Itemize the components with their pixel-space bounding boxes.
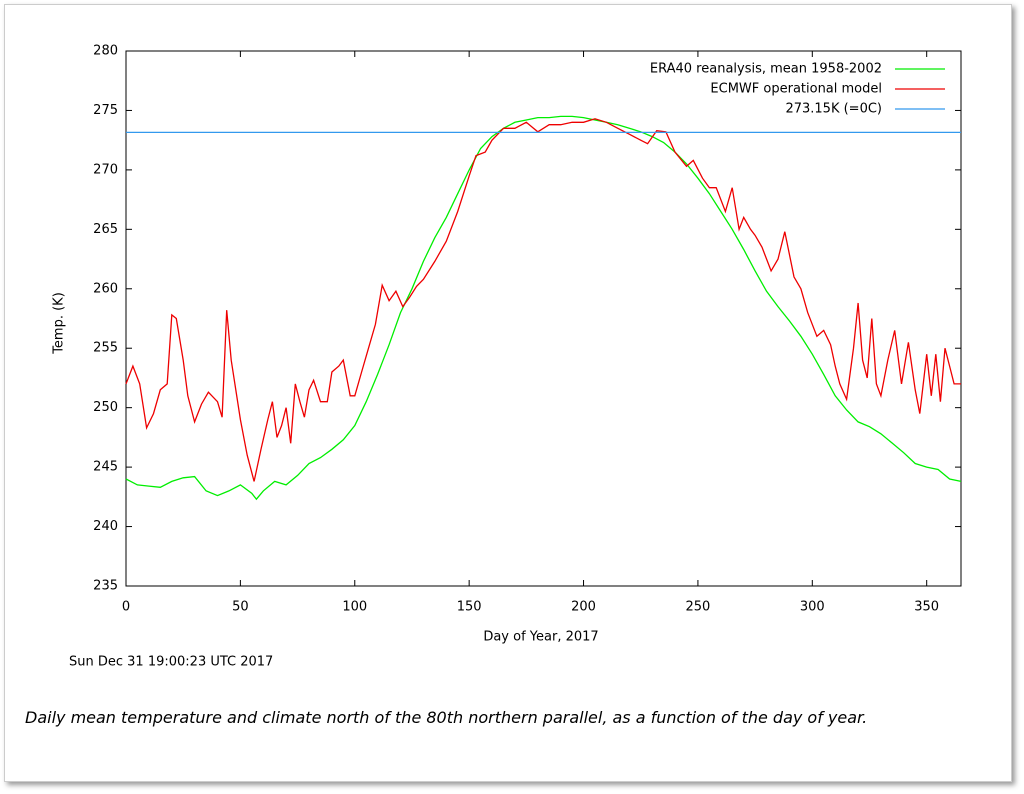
chart: Temp. (K) Day of Year, 2017 Sun Dec 31 1… (52, 44, 962, 670)
y-tick-label: 270 (93, 162, 118, 177)
legend-label: ECMWF operational model (710, 82, 882, 97)
y-tick-label: 240 (93, 519, 118, 534)
y-tick-label: 255 (93, 341, 118, 356)
x-tick-label: 50 (232, 600, 249, 615)
x-tick-label: 0 (122, 600, 130, 615)
x-axis-label: Day of Year, 2017 (483, 630, 598, 645)
plot-border (125, 50, 962, 587)
x-tick-label: 350 (914, 600, 939, 615)
series-line (125, 115, 962, 501)
x-tick-label: 250 (686, 600, 711, 615)
y-tick-label: 280 (93, 44, 118, 59)
y-tick-label: 265 (93, 222, 118, 237)
timestamp: Sun Dec 31 19:00:23 UTC 2017 (69, 655, 273, 670)
caption: Daily mean temperature and climate north… (25, 708, 868, 727)
y-axis-label: Temp. (K) (52, 292, 67, 355)
x-tick-label: 300 (800, 600, 825, 615)
legend-label: ERA40 reanalysis, mean 1958-2002 (650, 62, 882, 77)
x-tick-label: 150 (457, 600, 482, 615)
y-tick-label: 245 (93, 460, 118, 475)
y-tick-label: 235 (93, 579, 118, 594)
y-tick-label: 275 (93, 103, 118, 118)
series-line (125, 118, 961, 482)
legend-label: 273.15K (=0C) (785, 102, 882, 117)
x-tick-label: 200 (571, 600, 596, 615)
y-tick-label: 250 (93, 400, 118, 415)
y-tick-label: 260 (93, 281, 118, 296)
x-tick-label: 100 (342, 600, 367, 615)
frame: Temp. (K) Day of Year, 2017 Sun Dec 31 1… (4, 4, 1012, 782)
